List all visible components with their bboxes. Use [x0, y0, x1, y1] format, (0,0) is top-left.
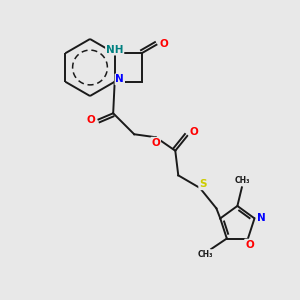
Text: CH₃: CH₃ — [234, 176, 250, 185]
Text: O: O — [190, 127, 198, 137]
Text: N: N — [116, 74, 124, 84]
Text: O: O — [152, 138, 160, 148]
Text: NH: NH — [106, 45, 123, 55]
Text: CH₃: CH₃ — [198, 250, 214, 259]
Text: O: O — [160, 39, 168, 49]
Text: N: N — [257, 213, 266, 224]
Text: S: S — [199, 179, 207, 189]
Text: O: O — [87, 115, 95, 125]
Text: O: O — [245, 239, 254, 250]
